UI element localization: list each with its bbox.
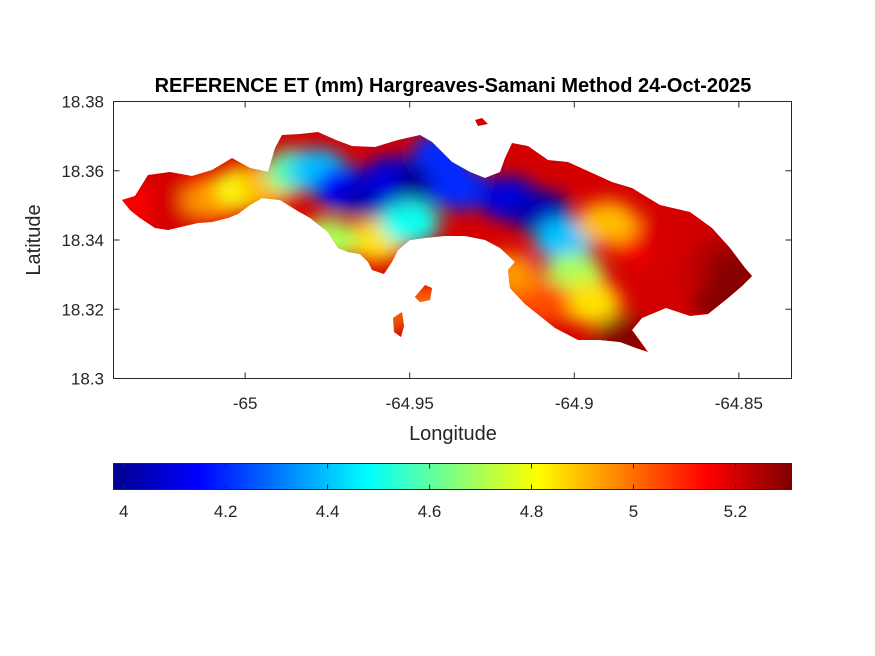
et-sample-0 (122, 183, 160, 228)
y-tick-label: 18.36 (61, 162, 104, 181)
x-axis-label: Longitude (409, 423, 497, 445)
x-tick-label: -65 (233, 394, 258, 413)
colorbar-tick-label: 4.6 (418, 502, 442, 521)
x-axis-ticks: -65 -64.95 -64.9 -64.85 (233, 101, 763, 413)
x-tick-label: -64.85 (715, 394, 763, 413)
y-tick-label: 18.32 (61, 300, 104, 319)
colorbar-ticks: 4 4.2 4.4 4.6 4.8 5 5.2 (119, 463, 748, 521)
colorbar-tick-label: 4.2 (214, 502, 238, 521)
et-sample-21 (379, 200, 440, 245)
colorbar (113, 463, 792, 490)
x-tick-label: -64.9 (555, 394, 594, 413)
colorbar-tick-label: 4.4 (316, 502, 340, 521)
chart-title: REFERENCE ET (mm) Hargreaves-Samani Meth… (155, 75, 752, 97)
y-tick-label: 18.3 (71, 370, 104, 389)
et-sample-28 (577, 200, 638, 245)
colorbar-tick-label: 5.2 (724, 502, 748, 521)
y-axis-label: Latitude (23, 204, 45, 275)
et-sample-23 (643, 218, 703, 262)
colorbar-tick-label: 5 (629, 502, 638, 521)
et-sample-11 (429, 166, 490, 211)
y-tick-label: 18.38 (61, 93, 104, 112)
colorbar-tick-label: 4.8 (520, 502, 544, 521)
colorbar-tick-label: 4 (119, 502, 128, 521)
et-sample-16 (560, 280, 621, 325)
y-axis-ticks: 18.3 18.32 18.34 18.36 18.38 (61, 93, 792, 389)
y-tick-label: 18.34 (61, 231, 104, 250)
x-tick-label: -64.95 (386, 394, 434, 413)
